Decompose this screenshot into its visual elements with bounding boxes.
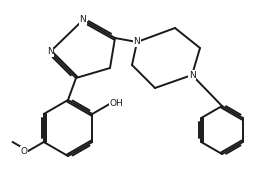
Text: N: N: [189, 70, 195, 79]
Text: O: O: [21, 146, 28, 156]
Text: N: N: [134, 37, 140, 46]
Text: OH: OH: [110, 99, 123, 108]
Text: N: N: [80, 16, 86, 25]
Text: N: N: [47, 47, 53, 56]
